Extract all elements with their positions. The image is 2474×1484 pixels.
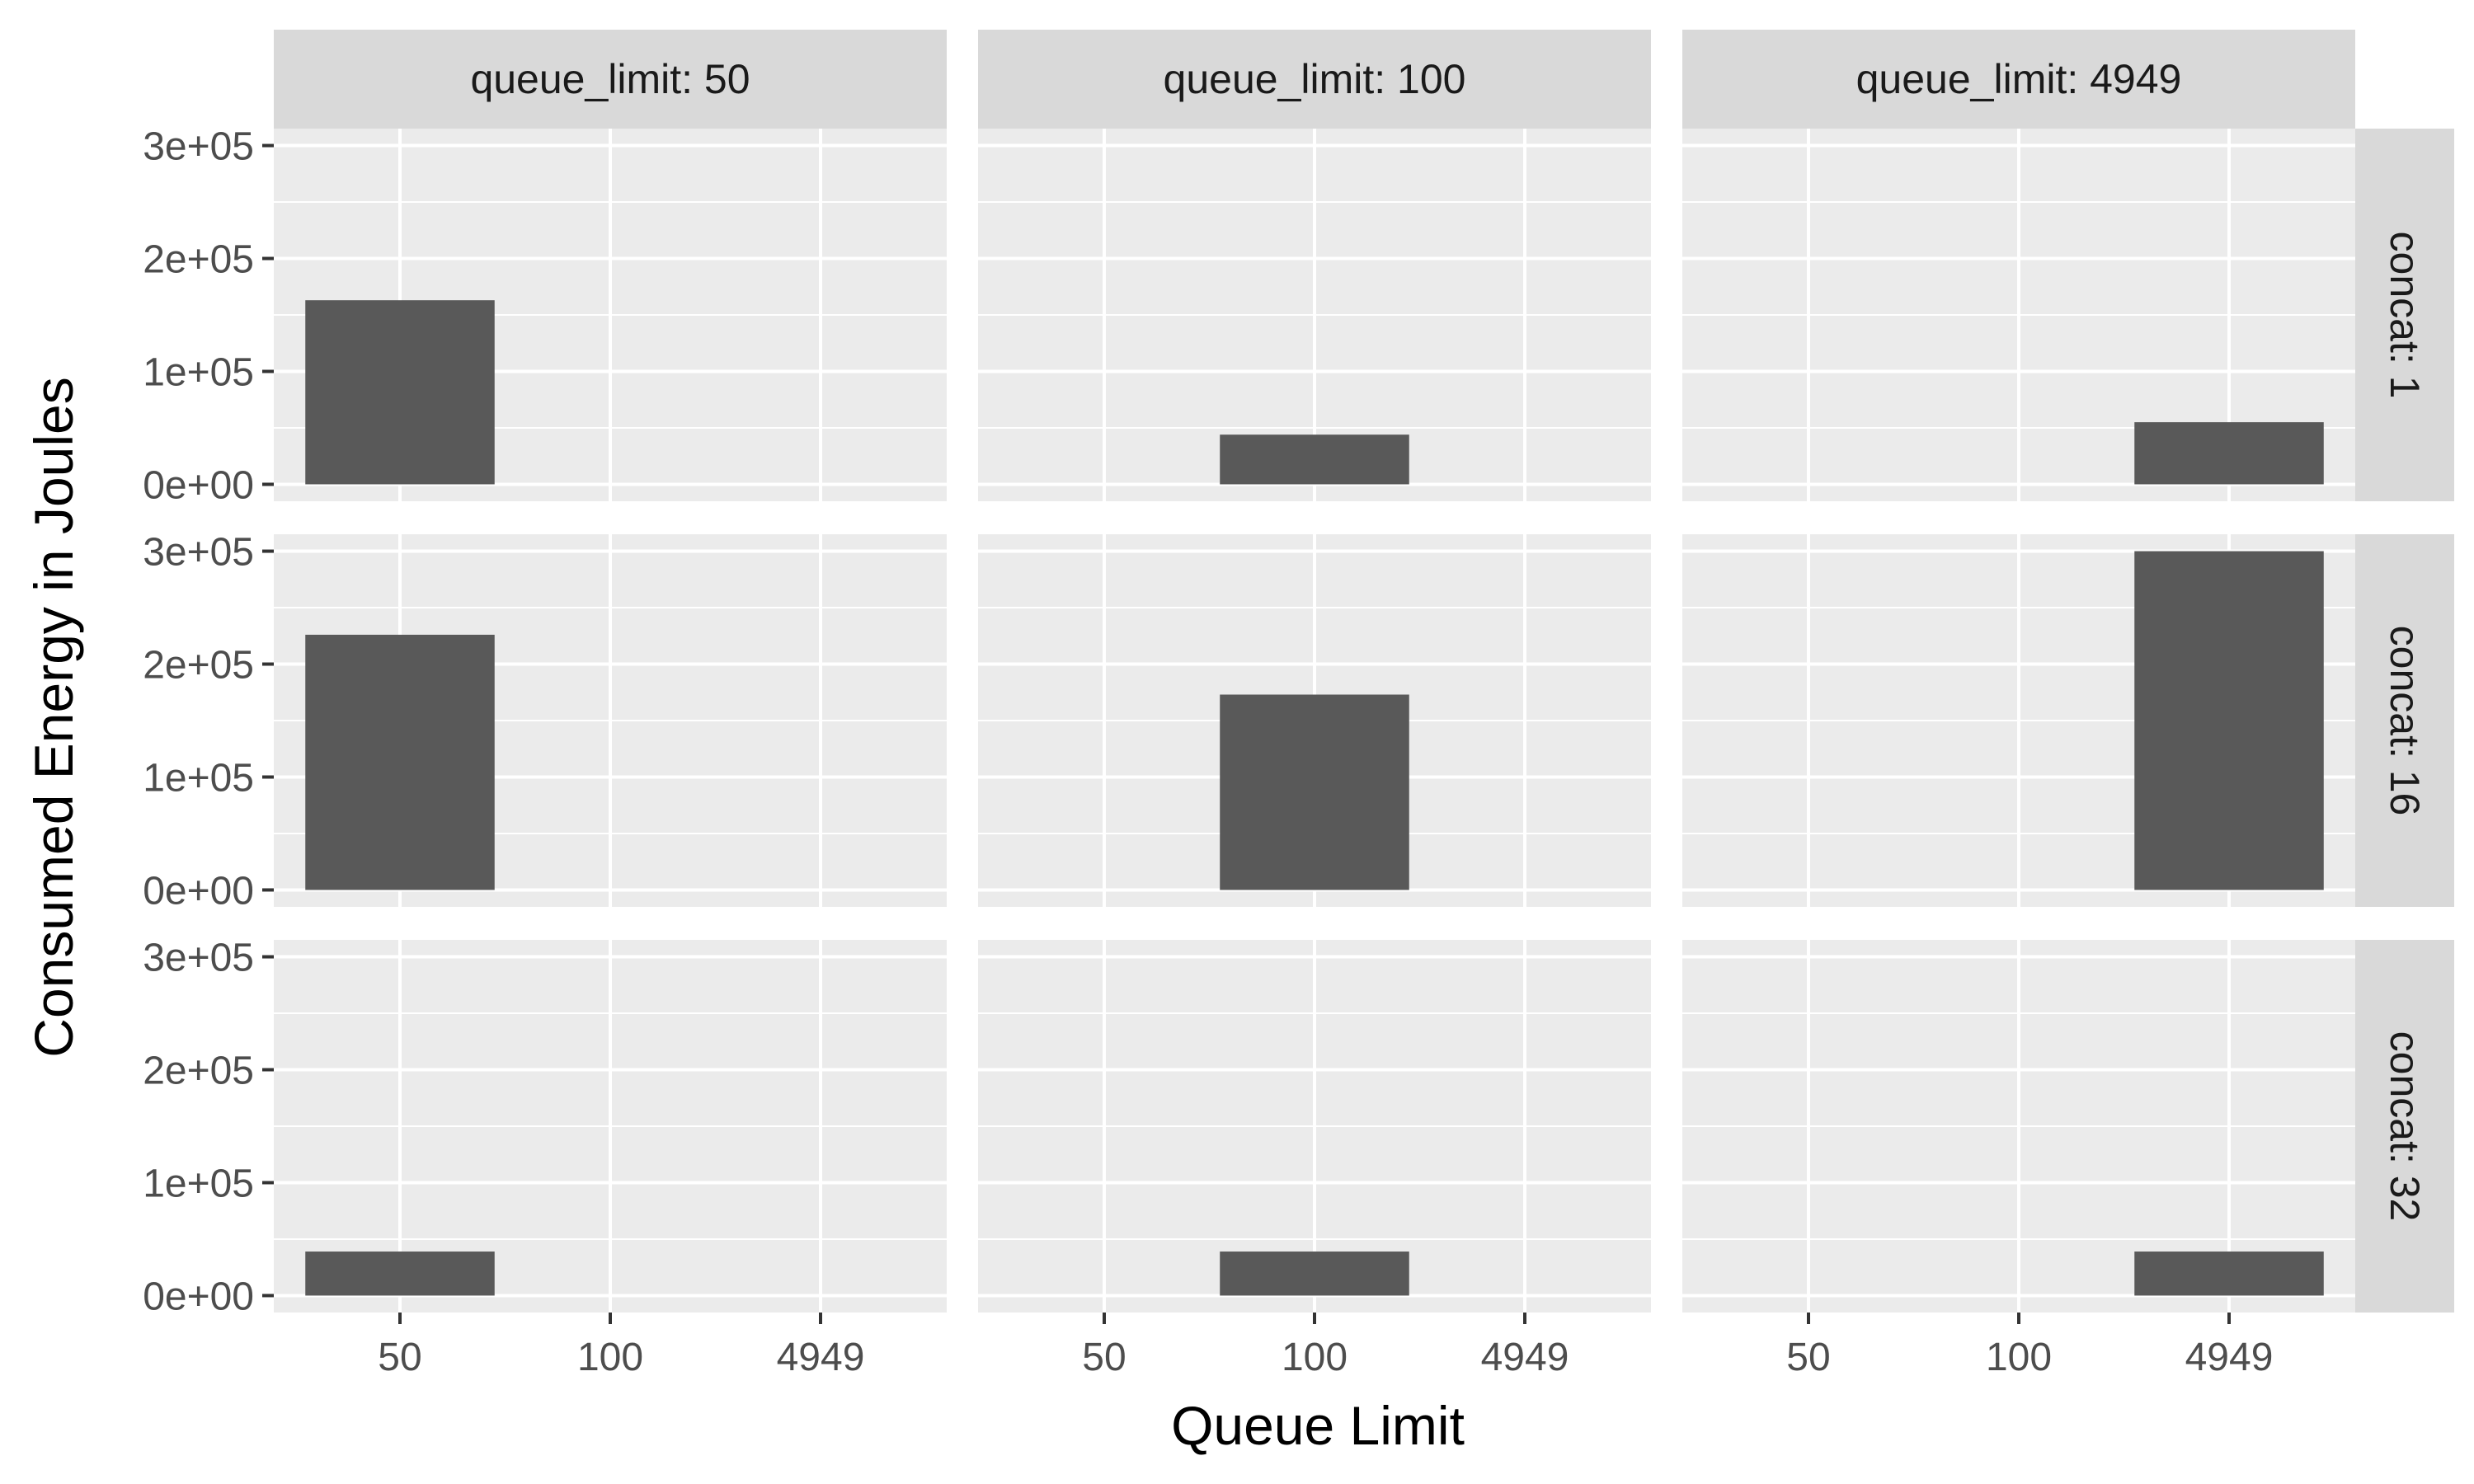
strip-label: concat: 32 (2382, 1031, 2428, 1222)
panel-r2-c3 (1682, 534, 2355, 907)
y-tick-label: 1e+05 (143, 756, 254, 800)
x-tick-label: 4949 (2185, 1336, 2274, 1379)
panel-r2-c2 (978, 534, 1651, 907)
panel-r1-c2 (978, 129, 1651, 501)
y-tick-label: 0e+00 (143, 1275, 254, 1318)
y-tick-label: 0e+00 (143, 463, 254, 507)
y-tick-label: 1e+05 (143, 350, 254, 394)
x-axis-title: Queue Limit (1171, 1395, 1465, 1456)
strip-top-2: queue_limit: 100 (978, 30, 1651, 129)
bar-4949-concat-32 (2134, 1252, 2324, 1295)
x-tick-label: 100 (577, 1336, 643, 1379)
panel-r2-c1 (274, 534, 947, 907)
x-tick-label: 50 (1082, 1336, 1126, 1379)
bar-50-concat-1 (305, 300, 495, 484)
bar-4949-concat-16 (2134, 552, 2324, 890)
panel-r1-c1 (274, 129, 947, 501)
x-tick-label: 4949 (777, 1336, 865, 1379)
strip-label: queue_limit: 4949 (1856, 56, 2182, 102)
strip-label: concat: 16 (2382, 626, 2428, 816)
bar-100-concat-1 (1220, 434, 1409, 484)
y-tick-label: 2e+05 (143, 1050, 254, 1093)
panels-layer (274, 129, 2355, 1313)
bar-50-concat-32 (305, 1252, 495, 1295)
strip-label: queue_limit: 50 (470, 56, 750, 102)
y-tick-label: 2e+05 (143, 644, 254, 688)
x-tick-label: 100 (1282, 1336, 1348, 1379)
panel-r3-c1 (274, 940, 947, 1313)
x-tick-label: 50 (378, 1336, 421, 1379)
strip-top-3: queue_limit: 4949 (1682, 30, 2355, 129)
bar-4949-concat-1 (2134, 422, 2324, 484)
y-tick-label: 3e+05 (143, 531, 254, 575)
strip-label: queue_limit: 100 (1164, 56, 1466, 102)
strip-label: concat: 1 (2382, 232, 2428, 399)
x-tick-label: 50 (1786, 1336, 1830, 1379)
y-tick-label: 3e+05 (143, 125, 254, 169)
panel-r3-c2 (978, 940, 1651, 1313)
y-axis-title: Consumed Energy in Joules (23, 377, 84, 1057)
strip-top-1: queue_limit: 50 (274, 30, 947, 129)
bar-100-concat-32 (1220, 1252, 1409, 1295)
y-tick-label: 1e+05 (143, 1162, 254, 1205)
bar-100-concat-16 (1220, 694, 1409, 890)
panel-r3-c3 (1682, 940, 2355, 1313)
y-tick-label: 0e+00 (143, 869, 254, 913)
x-tick-label: 100 (1986, 1336, 2052, 1379)
strip-right-1: concat: 1 (2355, 129, 2454, 501)
strip-right-3: concat: 32 (2355, 940, 2454, 1313)
x-tick-label: 4949 (1481, 1336, 1569, 1379)
y-tick-label: 2e+05 (143, 238, 254, 282)
strip-right-2: concat: 16 (2355, 534, 2454, 907)
y-tick-label: 3e+05 (143, 937, 254, 980)
panel-r1-c3 (1682, 129, 2355, 501)
bar-50-concat-16 (305, 635, 495, 890)
